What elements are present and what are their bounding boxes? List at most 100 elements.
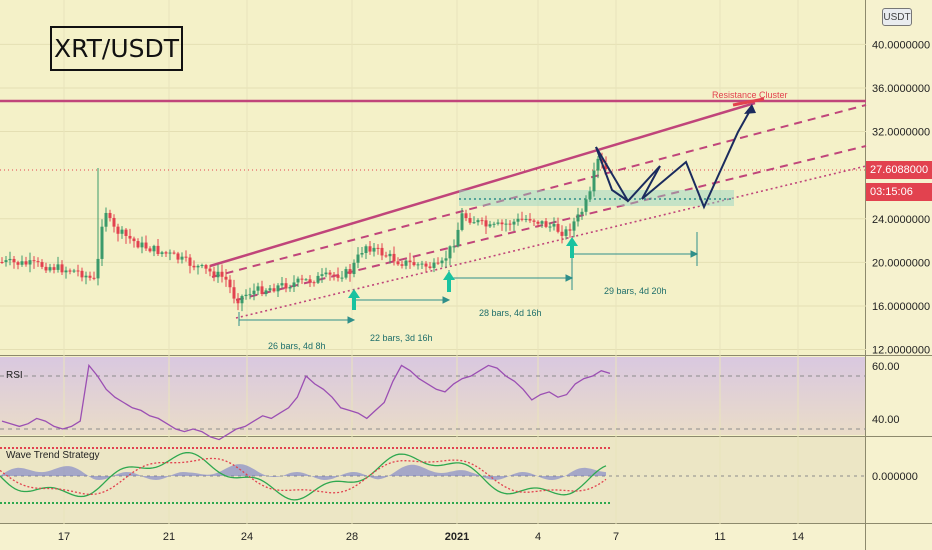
price-tick-label: 20.0000000 (872, 257, 930, 269)
candle-body (124, 229, 128, 236)
candle-body (424, 263, 428, 267)
candle-body (536, 221, 540, 224)
candle-body (464, 213, 468, 219)
candle-body (484, 220, 488, 227)
candle-body (408, 260, 412, 263)
candle-body (232, 287, 236, 299)
time-tick-label: 24 (241, 531, 253, 543)
candle-body (44, 266, 48, 271)
candle-body (228, 279, 232, 288)
price-tick-label: 36.0000000 (872, 83, 930, 95)
candle-body (500, 222, 504, 225)
symbol-title: XRT/USDT (50, 26, 183, 71)
candle-body (316, 275, 320, 283)
measure-4-label: 29 bars, 4d 20h (604, 286, 667, 296)
price-axis (866, 0, 932, 550)
candle-body (40, 262, 44, 267)
candle-body (244, 294, 248, 297)
candle-body (584, 199, 588, 212)
candle-body (412, 262, 416, 266)
rsi-tick-40: 40.00 (872, 414, 900, 426)
candle-body (132, 238, 136, 242)
candle-body (200, 265, 204, 267)
candle-body (304, 279, 308, 281)
candle-body (92, 277, 96, 279)
candle-body (392, 253, 396, 262)
countdown-tag: 03:15:06 (866, 183, 932, 201)
candle-body (456, 229, 460, 247)
candle-body (556, 223, 560, 232)
candle-body (520, 218, 524, 220)
candle-body (172, 252, 176, 254)
candle-body (68, 270, 72, 272)
signal-arrow-1 (348, 289, 360, 310)
candle-body (252, 290, 256, 295)
candle-body (168, 252, 172, 254)
candle-body (320, 274, 324, 276)
candle-body (524, 218, 528, 220)
time-tick-label: 28 (346, 531, 358, 543)
candle-body (428, 266, 432, 268)
candle-body (160, 252, 164, 254)
candle-body (140, 242, 144, 248)
time-axis (0, 524, 932, 550)
candle-body (60, 264, 64, 273)
candle-body (516, 218, 520, 222)
signal-arrow-3 (566, 237, 578, 258)
candle-body (64, 270, 68, 273)
candle-body (192, 265, 196, 268)
candle-body (604, 163, 608, 170)
candle-body (20, 261, 24, 265)
measure-2-label: 22 bars, 3d 16h (370, 333, 433, 343)
candle-body (432, 262, 436, 268)
candle-body (108, 212, 112, 218)
candle-body (72, 270, 76, 272)
candle-body (80, 270, 84, 278)
time-tick-label: 4 (535, 531, 541, 543)
candle-body (288, 286, 292, 289)
price-tick-label: 12.0000000 (872, 345, 930, 357)
wt-line-2 (0, 457, 607, 495)
resistance-hit-mark (732, 97, 765, 107)
candle-body (0, 262, 4, 263)
candle-body (348, 269, 352, 275)
candle-body (548, 226, 552, 228)
price-tick-label: 16.0000000 (872, 301, 930, 313)
time-tick-label: 14 (792, 531, 804, 543)
candle-body (436, 262, 440, 264)
candle-body (152, 245, 156, 252)
candle-body (368, 246, 372, 252)
candle-body (496, 222, 500, 224)
candle-body (440, 260, 444, 264)
consolidation-box (459, 190, 734, 206)
price-tick-label: 40.0000000 (872, 39, 930, 51)
candle-body (256, 286, 260, 291)
candle-body (532, 220, 536, 222)
currency-button[interactable]: USDT (882, 8, 912, 26)
candle-body (88, 275, 92, 278)
time-tick-label: 11 (714, 531, 725, 543)
candle-body (56, 264, 60, 270)
time-tick-label: 21 (163, 531, 175, 543)
last-price-tag: 27.6088000 (866, 161, 932, 179)
candle-body (204, 265, 208, 269)
candle-body (572, 221, 576, 231)
candle-body (216, 271, 220, 278)
rsi-line (1, 363, 611, 441)
candle-body (16, 262, 20, 265)
candle-body (372, 247, 376, 252)
candle-body (196, 265, 200, 268)
candle-body (248, 294, 252, 296)
candle-body (128, 235, 132, 239)
candle-body (100, 226, 104, 259)
channel-mid-line (211, 104, 867, 278)
candle-body (420, 263, 424, 265)
candle-body (448, 246, 452, 259)
candle-body (460, 213, 464, 230)
candle-body (396, 261, 400, 265)
candle-body (208, 268, 212, 272)
resistance-cluster-label: Resistance Cluster (712, 90, 788, 100)
price-tick-label: 24.0000000 (872, 214, 930, 226)
candle-body (240, 296, 244, 304)
